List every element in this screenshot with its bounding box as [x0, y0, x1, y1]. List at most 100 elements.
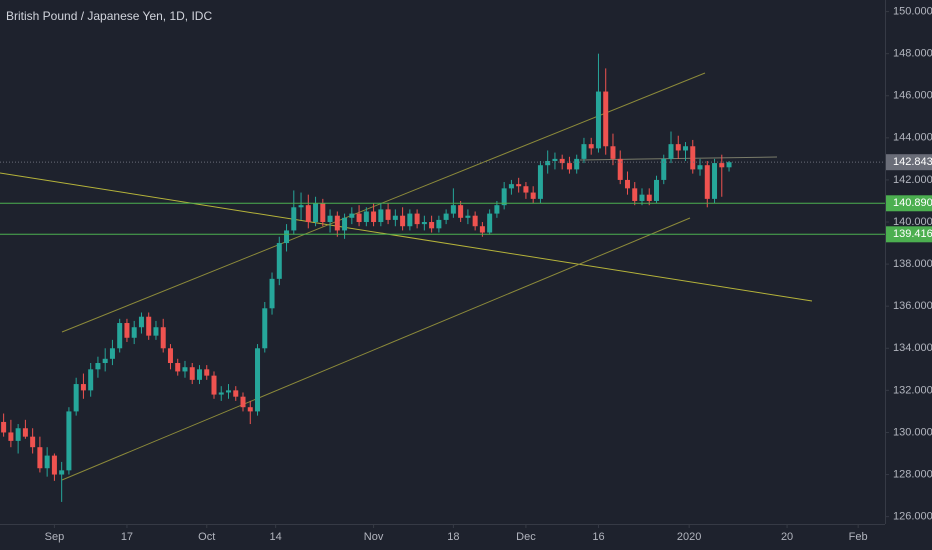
x-tick-label: Sep [45, 531, 65, 543]
candle-body [537, 165, 543, 199]
candle-body [95, 363, 101, 370]
candle-body [414, 213, 420, 225]
candle-body [588, 144, 594, 149]
candle-body [102, 358, 108, 364]
candle-body [196, 369, 202, 380]
candle-body [639, 194, 645, 201]
trend-line [0, 172, 813, 302]
candle-body [595, 91, 601, 149]
candle-body [182, 367, 188, 372]
candle-body [73, 384, 79, 412]
x-tick-label: Nov [364, 531, 384, 543]
candle-body [320, 203, 326, 223]
candle-body [668, 144, 674, 159]
candle-body [44, 455, 50, 469]
y-tick-label: 144.000 [893, 132, 932, 144]
x-tick-label: 2020 [677, 531, 701, 543]
candle-body [610, 146, 616, 159]
candle-body [392, 215, 398, 220]
candle-body [371, 211, 377, 223]
y-tick-label: 142.000 [893, 174, 932, 186]
candle-body [559, 158, 565, 164]
price-label-box [886, 226, 932, 243]
candle-body [421, 222, 427, 225]
candle-body [291, 207, 297, 231]
candle-body [334, 215, 340, 231]
candle-body [189, 367, 195, 380]
candle-body [240, 396, 246, 408]
candle-body [175, 363, 181, 372]
candle-body [603, 91, 609, 147]
x-tick-label: 17 [121, 531, 133, 543]
candle-body [298, 205, 304, 208]
candle-body [436, 219, 442, 229]
candle-body [501, 188, 507, 206]
candle-body [385, 209, 391, 220]
candle-body [255, 348, 261, 412]
candle-body [624, 179, 630, 189]
candle-body [566, 163, 572, 170]
y-tick-label: 150.000 [893, 5, 932, 17]
candle-body [697, 165, 703, 170]
candle-body [719, 163, 725, 168]
chart-title: British Pound / Japanese Yen, 1D, IDC [6, 9, 212, 23]
y-tick-label: 148.000 [893, 48, 932, 60]
candle-body [211, 375, 217, 395]
candle-body [109, 348, 115, 359]
candle-body [30, 436, 36, 448]
candle-body [443, 213, 449, 220]
candle-body [117, 323, 123, 349]
x-tick-label: 18 [447, 531, 459, 543]
candle-body [683, 146, 689, 151]
x-tick-label: Oct [198, 531, 215, 543]
x-tick-label: Dec [516, 531, 536, 543]
channel-lower [61, 217, 691, 481]
x-tick-label: 16 [592, 531, 604, 543]
candle-body [458, 205, 464, 218]
y-tick-label: 146.000 [893, 90, 932, 102]
candle-body [653, 179, 659, 201]
candle-body [472, 215, 478, 227]
candle-body [327, 215, 333, 223]
y-tick-label: 134.000 [893, 342, 932, 354]
candle-body [690, 146, 696, 170]
candle-body [160, 327, 166, 349]
candle-body [153, 327, 159, 336]
candle-body [131, 327, 137, 338]
candle-body [632, 188, 638, 201]
candle-body [247, 407, 253, 412]
candle-body [552, 158, 558, 161]
candle-body [59, 470, 65, 475]
candle-body [712, 163, 718, 199]
x-tick-label: Feb [849, 531, 868, 543]
candle-body [450, 205, 456, 214]
candle-body [508, 184, 514, 189]
price-label: 142.843 [893, 156, 932, 168]
candle-body [88, 369, 94, 391]
candle-body [305, 205, 311, 223]
candle-body [479, 226, 485, 233]
candle-body [349, 213, 355, 218]
y-tick-label: 138.000 [893, 258, 932, 270]
x-tick-label: 14 [270, 531, 282, 543]
y-tick-label: 128.000 [893, 468, 932, 480]
candle-body [356, 213, 362, 223]
candle-body [269, 278, 275, 309]
candle-body [363, 211, 369, 223]
candle-body [233, 390, 239, 397]
candle-body [284, 230, 290, 244]
candle-body [80, 384, 86, 391]
price-label-box [886, 195, 932, 212]
candle-body [378, 209, 384, 223]
y-tick-label: 140.000 [893, 216, 932, 228]
candle-body [146, 316, 152, 336]
candle-body [400, 215, 406, 227]
candle-body [167, 348, 173, 364]
candle-body [574, 158, 580, 170]
candle-body [407, 213, 413, 227]
price-label: 139.416 [893, 228, 932, 240]
candle-body [15, 428, 21, 441]
candle-body [37, 447, 43, 469]
candle-body [22, 428, 28, 437]
